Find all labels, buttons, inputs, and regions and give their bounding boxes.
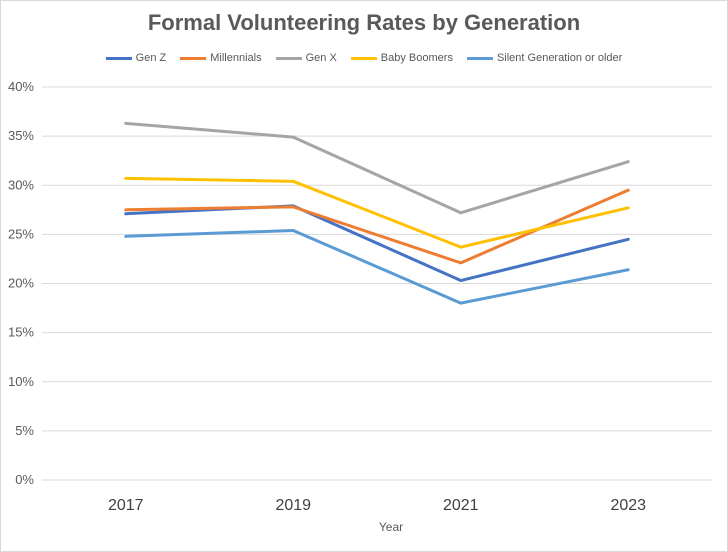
legend-item: Gen Z <box>105 52 167 64</box>
legend-swatch <box>350 56 377 60</box>
y-tick-label: 5% <box>15 423 34 438</box>
y-tick-label: 0% <box>15 472 34 487</box>
series-line <box>124 204 630 283</box>
legend-item: Baby Boomers <box>350 52 453 64</box>
y-tick-label: 10% <box>8 374 34 389</box>
y-tick-label: 15% <box>8 325 34 340</box>
x-tick-label: 2021 <box>443 497 479 514</box>
legend-label: Millennials <box>210 52 262 64</box>
legend-label: Gen Z <box>135 52 167 64</box>
legend-swatch <box>105 56 132 60</box>
legend-label: Gen X <box>305 52 337 64</box>
x-tick-label: 2019 <box>275 497 311 514</box>
series-line <box>124 228 630 305</box>
y-tick-label: 25% <box>8 226 34 241</box>
y-tick-label: 40% <box>8 79 34 94</box>
legend-item: Gen X <box>275 52 337 64</box>
legend-item: Silent Generation or older <box>466 52 623 64</box>
x-axis-title: Year <box>379 520 403 534</box>
y-tick-label: 30% <box>8 177 34 192</box>
x-tick-label: 2017 <box>108 497 144 514</box>
y-tick-label: 35% <box>8 128 34 143</box>
legend-label: Baby Boomers <box>380 52 453 64</box>
legend-item: Millennials <box>180 52 262 64</box>
x-tick-label: 2023 <box>610 497 646 514</box>
series-line <box>124 176 630 249</box>
legend-swatch <box>275 56 302 60</box>
series-line <box>124 121 630 215</box>
legend-label: Silent Generation or older <box>496 52 623 64</box>
legend: Gen Z Millennials Gen X Baby Boomers Silent … <box>0 52 728 64</box>
legend-swatch <box>466 56 493 60</box>
y-tick-label: 20% <box>8 276 34 291</box>
chart-title: Formal Volunteering Rates by Generation <box>147 10 581 35</box>
legend-swatch <box>180 56 207 60</box>
